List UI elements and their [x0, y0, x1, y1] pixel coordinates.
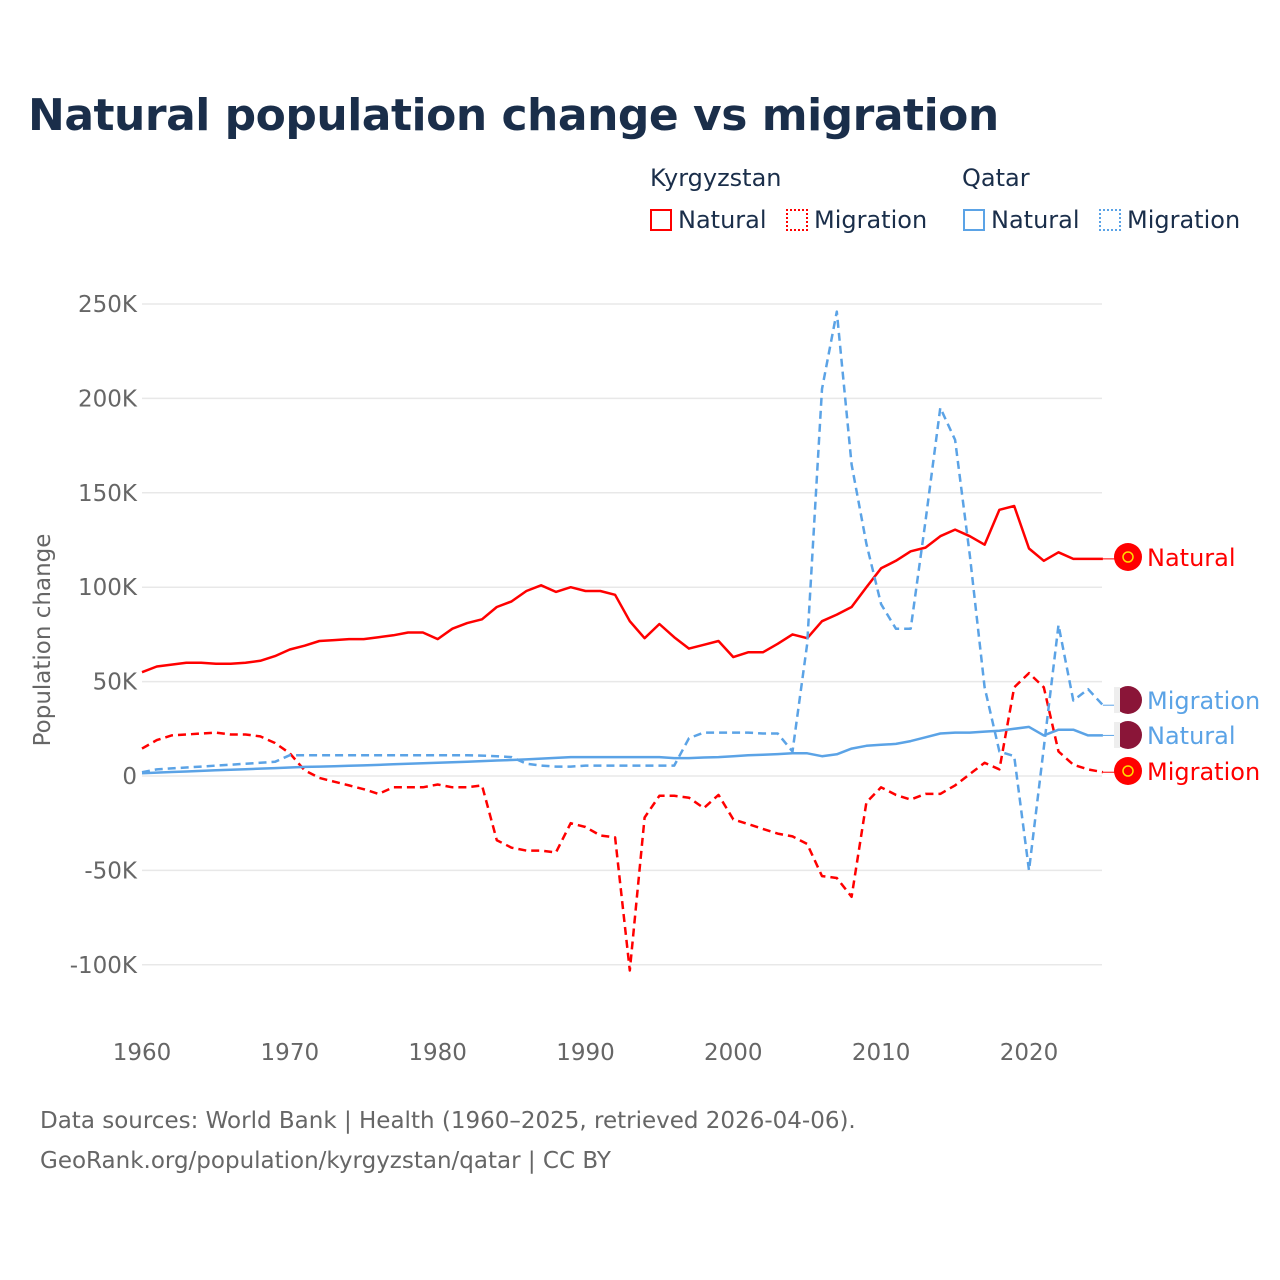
y-tick-label: 100K: [78, 575, 138, 601]
legend-kyrgyzstan-natural[interactable]: Natural: [650, 206, 767, 234]
legend-swatch-dotted: [1099, 209, 1121, 231]
legend-group-kyrgyzstan: Kyrgyzstan: [650, 164, 782, 192]
legend-qatar-migration[interactable]: Migration: [1099, 206, 1240, 234]
legend-label: Migration: [1127, 206, 1241, 234]
footer-sources: Data sources: World Bank | Health (1960–…: [40, 1108, 856, 1134]
end-label: Natural: [1147, 544, 1236, 572]
kyrgyzstan-flag-icon: [1114, 757, 1142, 785]
legend-kyrgyzstan-migration[interactable]: Migration: [786, 206, 927, 234]
sun-icon: [1122, 765, 1134, 777]
x-tick-label: 1990: [556, 1040, 615, 1066]
y-tick-label: 200K: [78, 386, 138, 412]
y-axis-label: Population change: [30, 534, 56, 747]
qatar-flag-icon: [1114, 686, 1142, 714]
qatar-flag-icon: [1114, 721, 1142, 749]
x-tick-label: 1960: [113, 1040, 172, 1066]
y-tick-label: -100K: [70, 953, 138, 979]
legend-swatch-solid: [650, 209, 672, 231]
y-tick-label: 250K: [78, 292, 138, 318]
legend-swatch-dotted: [786, 209, 808, 231]
legend-swatch-solid: [963, 209, 985, 231]
legend-label: Natural: [678, 206, 767, 234]
series-line-qatar-natural: [141, 725, 1103, 775]
legend-group-qatar: Qatar: [962, 164, 1030, 192]
x-tick-label: 1970: [261, 1040, 320, 1066]
chart-title: Natural population change vs migration: [28, 90, 999, 141]
x-tick-label: 2020: [1000, 1040, 1059, 1066]
flag-white-band: [1114, 687, 1120, 713]
kyrgyzstan-flag-icon: [1114, 543, 1142, 571]
series-line-kyrgyzstan-migration: [141, 671, 1104, 972]
flag-white-band: [1114, 722, 1120, 748]
y-tick-label: 150K: [78, 481, 138, 507]
legend-label: Migration: [814, 206, 928, 234]
x-tick-label: 2000: [704, 1040, 763, 1066]
series-line-qatar-migration: [141, 310, 1104, 872]
y-tick-label: -50K: [84, 858, 138, 884]
footer-link[interactable]: GeoRank.org/population/kyrgyzstan/qatar …: [40, 1148, 611, 1174]
legend-qatar-natural[interactable]: Natural: [963, 206, 1080, 234]
y-tick-label: 0: [122, 764, 137, 790]
y-tick-label: 50K: [93, 670, 138, 696]
series-line-kyrgyzstan-natural: [141, 504, 1103, 674]
sun-icon: [1122, 551, 1134, 563]
legend-label: Natural: [991, 206, 1080, 234]
end-label: Migration: [1147, 758, 1260, 786]
end-label: Migration: [1147, 687, 1260, 715]
x-tick-label: 1980: [408, 1040, 467, 1066]
x-tick-label: 2010: [852, 1040, 911, 1066]
end-label: Natural: [1147, 722, 1236, 750]
